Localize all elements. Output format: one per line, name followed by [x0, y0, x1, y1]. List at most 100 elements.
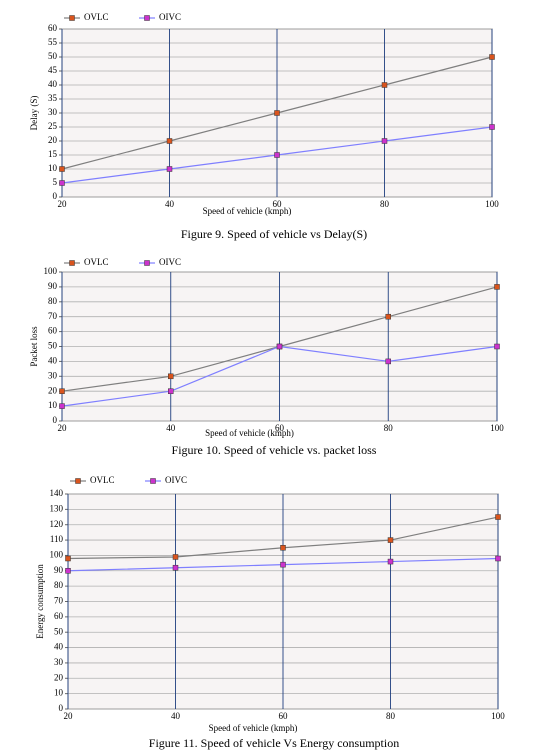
legend-label: OVLC: [84, 12, 109, 22]
x-axis-label: Speed of vehicle (kmph): [205, 428, 294, 438]
x-tick-label: 60: [273, 199, 283, 209]
legend-label: OVLC: [84, 257, 109, 267]
point-marker: [495, 555, 501, 562]
x-tick-label: 80: [386, 711, 396, 721]
point-marker: [494, 284, 500, 290]
y-tick-label: 90: [48, 281, 58, 291]
y-tick-label: 5: [53, 177, 58, 187]
y-tick-label: 10: [48, 400, 58, 410]
point-marker: [280, 561, 286, 568]
x-tick-label: 20: [58, 423, 68, 433]
x-tick-label: 100: [490, 423, 504, 433]
y-tick-label: 100: [50, 549, 64, 559]
point-marker: [59, 166, 65, 172]
y-tick-label: 50: [48, 51, 58, 61]
point-marker: [387, 558, 394, 565]
x-tick-label: 60: [275, 423, 285, 433]
point-marker: [59, 180, 65, 186]
y-tick-label: 30: [48, 370, 58, 380]
y-tick-label: 30: [54, 657, 64, 667]
point-marker: [381, 82, 388, 88]
y-axis-label: Delay (S): [29, 96, 39, 131]
x-axis-label: Speed of vehicle (kmph): [209, 723, 298, 733]
x-tick-label: 20: [64, 711, 74, 721]
y-tick-label: 35: [48, 93, 58, 103]
y-tick-label: 60: [48, 326, 58, 336]
y-tick-label: 140: [50, 488, 64, 498]
y-tick-label: 90: [54, 565, 64, 575]
x-tick-label: 60: [279, 711, 289, 721]
point-marker: [489, 124, 495, 130]
point-marker: [166, 138, 173, 144]
point-marker: [59, 403, 65, 409]
y-tick-label: 20: [54, 672, 64, 682]
point-marker: [385, 358, 391, 365]
y-tick-label: 70: [54, 596, 64, 606]
y-tick-label: 60: [54, 611, 64, 621]
point-marker: [59, 388, 65, 394]
y-tick-label: 80: [48, 296, 58, 306]
x-axis-label: Speed of vehicle (kmph): [203, 206, 292, 216]
y-axis-label: Energy consumption: [35, 564, 45, 639]
figure-caption: Figure 9. Speed of vehicle vs Delay(S): [181, 227, 367, 241]
point-marker: [274, 152, 280, 158]
y-tick-label: 100: [44, 266, 58, 276]
legend-marker: [144, 260, 150, 266]
y-tick-label: 10: [54, 688, 64, 698]
legend-marker: [75, 478, 81, 484]
x-tick-label: 40: [165, 199, 175, 209]
point-marker: [172, 564, 179, 571]
point-marker: [276, 343, 283, 350]
point-marker: [274, 110, 280, 116]
point-marker: [381, 138, 388, 144]
y-tick-label: 10: [48, 163, 58, 173]
y-tick-label: 55: [48, 37, 58, 47]
x-tick-label: 40: [166, 423, 176, 433]
point-marker: [65, 555, 71, 562]
y-tick-label: 30: [48, 107, 58, 117]
x-tick-label: 100: [485, 199, 499, 209]
legend-label: OIVC: [165, 475, 187, 485]
figure-caption: Figure 11. Speed of vehicle Vs Energy co…: [149, 736, 399, 750]
y-tick-label: 20: [48, 385, 58, 395]
y-tick-label: 45: [48, 65, 58, 75]
figure-caption: Figure 10. Speed of vehicle vs. packet l…: [172, 443, 377, 457]
y-tick-label: 80: [54, 580, 64, 590]
y-tick-label: 40: [48, 79, 58, 89]
x-tick-label: 20: [58, 199, 68, 209]
x-tick-label: 80: [384, 423, 394, 433]
point-marker: [166, 166, 173, 172]
y-tick-label: 40: [54, 642, 64, 652]
legend-marker: [150, 478, 156, 484]
point-marker: [489, 54, 495, 60]
legend-label: OIVC: [159, 12, 181, 22]
x-tick-label: 40: [171, 711, 181, 721]
point-marker: [280, 545, 286, 551]
point-marker: [495, 514, 501, 520]
point-marker: [172, 554, 179, 560]
y-tick-label: 50: [48, 341, 58, 351]
x-tick-label: 80: [380, 199, 390, 209]
point-marker: [168, 373, 174, 380]
y-tick-label: 70: [48, 311, 58, 321]
x-tick-label: 100: [491, 711, 505, 721]
y-tick-label: 40: [48, 355, 58, 365]
point-marker: [494, 343, 500, 350]
legend-marker: [69, 260, 75, 266]
legend-marker: [144, 15, 150, 21]
y-tick-label: 0: [53, 191, 58, 201]
legend-label: OVLC: [90, 475, 115, 485]
y-axis-label: Packet loss: [29, 326, 39, 367]
legend-marker: [69, 15, 75, 21]
y-tick-label: 20: [48, 135, 58, 145]
point-marker: [65, 568, 71, 574]
y-tick-label: 60: [48, 23, 58, 33]
y-tick-label: 0: [53, 415, 58, 425]
y-tick-label: 110: [50, 534, 64, 544]
y-tick-label: 15: [48, 149, 58, 159]
point-marker: [385, 313, 391, 320]
y-tick-label: 25: [48, 121, 58, 131]
y-tick-label: 130: [50, 503, 64, 513]
point-marker: [387, 537, 394, 543]
